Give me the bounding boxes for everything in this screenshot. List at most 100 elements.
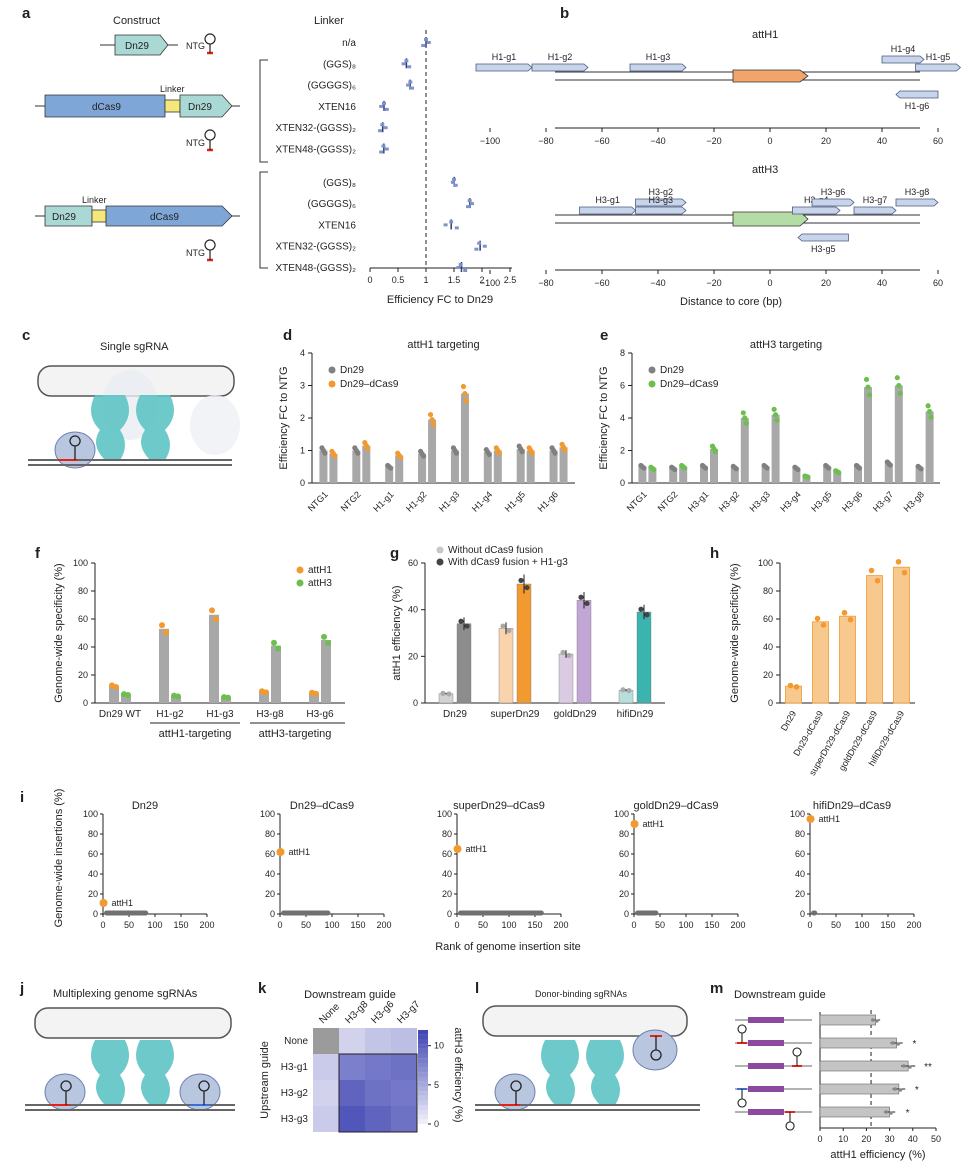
bar: [823, 466, 832, 483]
data-point: [482, 244, 487, 248]
x-tick-label: 100: [147, 920, 162, 930]
data-point: [638, 606, 644, 612]
bar: [819, 1037, 897, 1049]
x-tick-label: −20: [706, 278, 721, 288]
bar: [638, 466, 647, 483]
annotation: attH1: [289, 847, 311, 857]
data-point: [426, 41, 431, 44]
data-point: [453, 183, 458, 187]
bar: [785, 685, 802, 704]
bar: [802, 476, 811, 483]
bar: [450, 450, 459, 483]
row-label: (GGS)₈: [323, 178, 356, 189]
panel-label-f: f: [35, 545, 41, 562]
y-tick-label: 80: [763, 586, 773, 596]
x-tick-label: 200: [553, 920, 568, 930]
data-point: [874, 1019, 879, 1023]
y-tick-label: 0: [83, 698, 88, 708]
x-tick-label: 0: [767, 136, 772, 146]
data-point: [427, 411, 434, 418]
y-tick-label: 0: [620, 478, 625, 488]
data-point: [884, 1110, 888, 1114]
y-tick-label: 40: [795, 869, 805, 879]
x-tick-label: 10: [838, 1134, 848, 1144]
data-point: [225, 694, 231, 701]
heatmap-cell: [339, 1106, 365, 1132]
data-point: [620, 687, 626, 693]
heatmap-cell: [365, 1106, 391, 1132]
x-tick-label: H3-g6: [840, 489, 864, 513]
guide-label: H3-g3: [649, 195, 674, 205]
guide-label: H1-g2: [548, 52, 573, 62]
guide-label: H3-g2: [649, 187, 674, 197]
data-point: [743, 420, 749, 426]
data-point: [384, 107, 389, 111]
guide-label: H3-g5: [811, 244, 836, 254]
x-tick-label: H3-g4: [778, 489, 802, 513]
data-point: [890, 1041, 895, 1045]
colorbar-segment: [418, 1058, 428, 1063]
heatmap-cell: [339, 1028, 365, 1054]
data-point: [644, 612, 650, 618]
colorbar-segment: [418, 1119, 428, 1125]
x-tick-label: H1-g1: [371, 489, 395, 513]
data-point: [805, 474, 811, 480]
data-point: [401, 62, 406, 66]
y-tick-label: 0: [270, 909, 275, 919]
data-point: [641, 465, 647, 471]
data-point: [795, 466, 801, 473]
data-point: [404, 59, 409, 63]
y-tick-label: 2: [620, 446, 625, 456]
x-tick-label: NTG1: [625, 489, 649, 513]
bar: [679, 466, 688, 483]
y-tick-label: 60: [795, 849, 805, 859]
data-point: [378, 129, 383, 133]
y-tick-label: 8: [620, 348, 625, 358]
bar: [418, 453, 427, 483]
guide-label: H1-g5: [926, 52, 951, 62]
cbar-tick-label: 0: [434, 1119, 439, 1129]
x-tick-label: 200: [906, 920, 921, 930]
data-point: [474, 247, 479, 251]
data-point: [820, 622, 827, 628]
top-insertion-point: [630, 820, 639, 828]
data-point: [384, 147, 389, 151]
atth3-dna: [555, 211, 920, 227]
data-point: [175, 693, 181, 700]
row-label: (GGS)₈: [323, 59, 356, 70]
bar: [516, 448, 525, 483]
linker-label: Linker: [160, 84, 185, 94]
bar: [498, 628, 514, 704]
data-point: [355, 450, 361, 456]
group-label: attH3-targeting: [259, 728, 332, 740]
y-tick-label: 80: [442, 829, 452, 839]
x-tick-label: H3-g1: [686, 489, 710, 513]
bar: [648, 468, 657, 483]
top-insertion-point: [453, 845, 462, 853]
bar: [669, 468, 678, 483]
x-tick-label: 50: [931, 1134, 941, 1144]
guide-label: H3-g6: [821, 187, 846, 197]
data-point: [773, 412, 779, 418]
y-tick-label: 100: [758, 558, 773, 568]
y-tick-label: 1: [300, 446, 305, 456]
bar: [558, 653, 574, 704]
atth3-title: attH3: [752, 164, 778, 176]
bar: [456, 623, 472, 704]
x-tick-label: H3-g6: [306, 709, 334, 720]
guide-label: H3-g8: [905, 187, 930, 197]
guide-label: H3-g1: [595, 195, 620, 205]
colorbar-segment: [418, 1100, 428, 1106]
y-tick-label: 20: [442, 889, 452, 899]
data-point: [889, 1111, 893, 1115]
data-point: [871, 1018, 875, 1022]
bar: [385, 466, 394, 483]
row-label: XTEN48-(GGSS)₂: [275, 263, 356, 274]
data-point: [740, 410, 746, 416]
m-title: Downstream guide: [734, 989, 826, 1001]
y-tick-label: 60: [408, 558, 418, 568]
y-tick-label: 100: [614, 809, 629, 819]
l-title: Donor-binding sgRNAs: [535, 989, 628, 999]
data-point: [263, 689, 269, 696]
data-point: [866, 392, 873, 398]
